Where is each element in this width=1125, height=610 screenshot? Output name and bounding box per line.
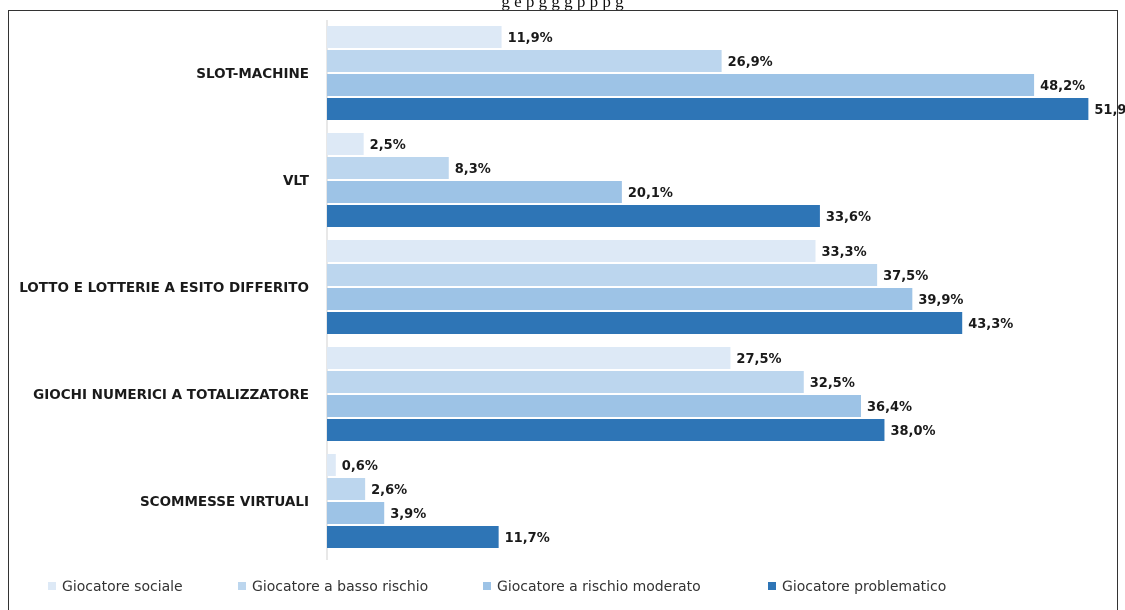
data-label: 43,3% xyxy=(968,317,1013,332)
bar xyxy=(327,312,963,334)
data-label: 27,5% xyxy=(736,352,781,367)
legend-swatch xyxy=(768,582,776,590)
bar xyxy=(327,240,816,262)
bar xyxy=(327,74,1035,96)
bar xyxy=(327,371,804,393)
chart-frame xyxy=(8,10,1118,610)
bar xyxy=(327,502,385,524)
legend-swatch xyxy=(238,582,246,590)
category-label: VLT xyxy=(283,173,310,189)
category-label: LOTTO E LOTTERIE A ESITO DIFFERITO xyxy=(19,280,309,296)
data-label: 2,6% xyxy=(371,483,407,498)
data-label: 11,7% xyxy=(505,531,550,546)
bar xyxy=(327,264,878,286)
bar xyxy=(327,478,366,500)
bar xyxy=(327,347,731,369)
data-label: 51,9% xyxy=(1094,103,1125,118)
legend-label: Giocatore a basso rischio xyxy=(252,579,428,595)
bar xyxy=(327,133,364,155)
data-label: 8,3% xyxy=(455,162,491,177)
chart-title-fragment: g e p g g g p p p g xyxy=(501,0,624,11)
data-label: 32,5% xyxy=(810,376,855,391)
data-label: 3,9% xyxy=(390,507,426,522)
bar xyxy=(327,98,1089,120)
bar xyxy=(327,26,502,48)
bar xyxy=(327,181,622,203)
legend-label: Giocatore a rischio moderato xyxy=(497,579,701,595)
data-label: 0,6% xyxy=(342,459,378,474)
category-label: SCOMMESSE VIRTUALI xyxy=(140,494,309,510)
data-label: 48,2% xyxy=(1040,79,1085,94)
data-label: 33,3% xyxy=(822,245,867,260)
bar xyxy=(327,419,885,441)
legend-swatch xyxy=(48,582,56,590)
bar xyxy=(327,288,913,310)
legend-swatch xyxy=(483,582,491,590)
category-label: GIOCHI NUMERICI A TOTALIZZATORE xyxy=(33,387,309,403)
data-label: 2,5% xyxy=(370,138,406,153)
bar xyxy=(327,50,722,72)
data-label: 11,9% xyxy=(508,31,553,46)
bar xyxy=(327,454,336,476)
bar xyxy=(327,395,861,417)
data-label: 20,1% xyxy=(628,186,673,201)
legend-label: Giocatore sociale xyxy=(62,579,183,595)
data-label: 26,9% xyxy=(728,55,773,70)
bar xyxy=(327,526,499,548)
data-label: 33,6% xyxy=(826,210,871,225)
legend-label: Giocatore problematico xyxy=(782,579,946,595)
data-label: 38,0% xyxy=(890,424,935,439)
bar xyxy=(327,205,820,227)
data-label: 37,5% xyxy=(883,269,928,284)
data-label: 39,9% xyxy=(918,293,963,308)
data-label: 36,4% xyxy=(867,400,912,415)
category-label: SLOT-MACHINE xyxy=(196,66,309,82)
bar xyxy=(327,157,449,179)
